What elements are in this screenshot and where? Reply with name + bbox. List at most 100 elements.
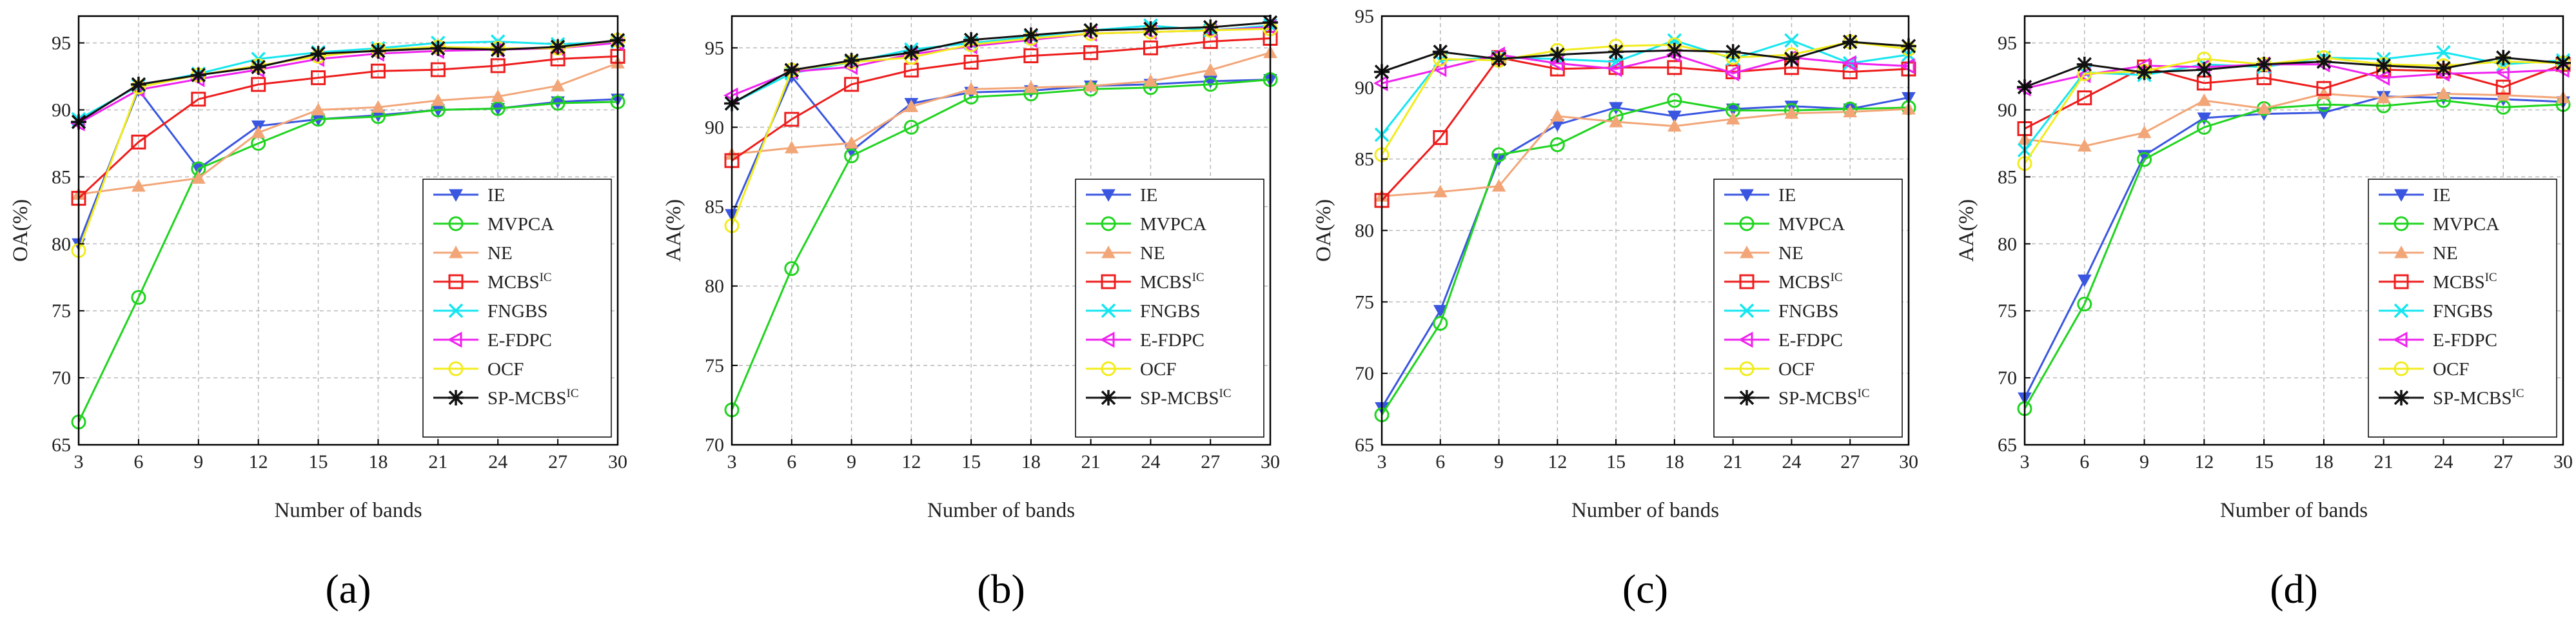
y-tick-label: 90 — [705, 117, 724, 138]
x-tick-label: 24 — [488, 451, 507, 473]
legend-label: NE — [487, 243, 513, 264]
data-point — [2376, 90, 2391, 104]
y-tick-label: 75 — [52, 300, 71, 322]
data-point — [490, 41, 506, 57]
legend-label: MVPCA — [1778, 214, 1845, 235]
legend-superscript: IC — [1858, 387, 1870, 400]
legend-entry: MVPCA — [1724, 214, 1845, 235]
legend-label: NE — [1778, 243, 1804, 264]
series-line — [731, 52, 1271, 155]
series-line — [2023, 95, 2564, 398]
series-line — [1381, 54, 1909, 84]
data-point — [2316, 81, 2332, 96]
x-tick-label: 18 — [1021, 451, 1041, 473]
x-tick-label: 21 — [1081, 451, 1101, 473]
legend-superscript: IC — [2485, 271, 2497, 284]
legend-label: MVPCA — [2433, 214, 2499, 235]
data-point — [844, 136, 859, 149]
x-tick-label: 9 — [847, 451, 856, 473]
data-point — [311, 70, 326, 86]
data-point — [963, 54, 979, 70]
data-point — [551, 79, 565, 92]
data-point — [1143, 73, 1158, 87]
x-tick-label: 18 — [368, 451, 388, 473]
legend-entry: MVPCA — [2379, 214, 2499, 235]
data-point — [430, 62, 446, 77]
data-point — [904, 99, 919, 112]
series-line — [731, 74, 1271, 215]
data-point — [1083, 79, 1098, 92]
legend-marker — [1739, 216, 1755, 231]
data-point — [550, 39, 566, 55]
data-point — [2256, 56, 2272, 72]
y-tick-label: 75 — [1355, 291, 1374, 313]
legend-label: E-FDPC — [1140, 330, 1204, 351]
x-tick-label: 27 — [1840, 451, 1860, 473]
legend-marker — [1101, 245, 1116, 258]
data-point — [191, 92, 206, 107]
data-point — [1784, 33, 1799, 48]
y-tick-label: 75 — [1998, 300, 2017, 322]
x-tick-label: 30 — [608, 451, 627, 473]
legend-entry: E-FDPC — [1724, 330, 1843, 351]
data-point — [1608, 61, 1622, 77]
data-point — [1083, 45, 1099, 61]
data-point — [1203, 77, 1218, 92]
legend-entry: FNGBS — [1086, 301, 1201, 322]
data-point — [2196, 119, 2212, 135]
data-point — [132, 179, 146, 192]
data-point — [2495, 64, 2510, 81]
legend-entry: IE — [1086, 185, 1157, 206]
y-tick-label: 85 — [52, 166, 71, 188]
legend-label: FNGBS — [1778, 301, 1839, 322]
legend-marker — [1099, 331, 1115, 348]
data-point — [1550, 109, 1565, 122]
x-tick-label: 24 — [2433, 451, 2453, 473]
data-point — [1667, 93, 1682, 108]
y-tick-label: 70 — [1998, 367, 2017, 389]
series-mcbs — [724, 30, 1278, 168]
legend-marker — [2394, 303, 2409, 318]
data-point — [903, 44, 919, 61]
legend-marker — [448, 361, 464, 376]
x-tick-label: 30 — [2553, 451, 2573, 473]
legend-entry: OCF — [433, 359, 524, 380]
data-point — [2315, 54, 2332, 70]
legend-superscript: IC — [1219, 387, 1232, 400]
data-point — [1726, 112, 1740, 125]
data-point — [371, 100, 386, 113]
panel-label: (c) — [1622, 566, 1668, 612]
x-tick-label: 21 — [1724, 451, 1743, 473]
legend-label: IE — [2433, 185, 2450, 206]
legend-marker — [1739, 274, 1755, 289]
legend-entry: MVPCA — [1086, 214, 1206, 235]
data-point — [2077, 274, 2092, 288]
data-point — [1024, 80, 1038, 93]
y-tick-label: 85 — [705, 197, 724, 218]
data-point — [963, 32, 979, 48]
series-e-fdpc — [723, 19, 1277, 104]
data-point — [1609, 115, 1623, 128]
data-point — [431, 93, 446, 106]
x-tick-label: 30 — [1261, 451, 1280, 473]
series-line — [2024, 63, 2564, 90]
legend-superscript: IC — [2512, 387, 2524, 400]
legend-entry: NE — [433, 243, 513, 264]
legend-label: MVPCA — [487, 214, 554, 235]
data-point — [2137, 151, 2152, 167]
data-point — [2077, 139, 2092, 152]
data-point — [2435, 61, 2452, 77]
data-point — [550, 95, 565, 111]
data-point — [310, 46, 326, 62]
data-point — [1667, 60, 1682, 75]
x-tick-label: 12 — [901, 451, 921, 473]
data-point — [2495, 50, 2512, 66]
legend-marker — [1740, 245, 1754, 258]
x-tick-label: 9 — [2139, 451, 2149, 473]
legend-label: E-FDPC — [1778, 330, 1843, 351]
data-point — [2137, 125, 2152, 139]
x-tick-label: 12 — [2194, 451, 2214, 473]
legend-label: MCBSIC — [1140, 271, 1204, 293]
